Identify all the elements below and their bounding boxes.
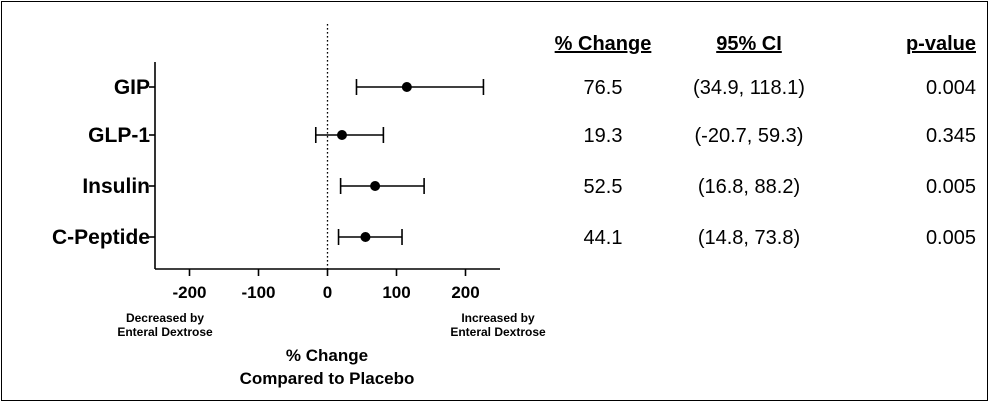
category-label: C-Peptide <box>52 226 150 249</box>
table-header-ci: 95% CI <box>716 33 782 55</box>
table-cell-ci: (14.8, 73.8) <box>698 227 800 249</box>
annotation-increased: Increased by <box>461 311 535 325</box>
table-cell-pct-change: 52.5 <box>584 176 623 198</box>
point-estimate <box>360 232 371 242</box>
annotation-decreased: Enteral Dextrose <box>117 325 213 339</box>
stats-table: % Change 95% CI p-value 76.5 (34.9, 118.1) 0.… <box>555 33 976 249</box>
table-cell-ci: (16.8, 88.2) <box>698 176 800 198</box>
point-estimate <box>370 181 381 191</box>
point-estimate <box>336 130 347 140</box>
annotation-increased: Enteral Dextrose <box>450 325 546 339</box>
table-cell-pct-change: 19.3 <box>584 125 623 147</box>
x-axis-title: Compared to Placebo <box>240 369 415 388</box>
category-labels: GIP GLP-1 Insulin C-Peptide <box>52 76 150 249</box>
x-tick-label: -100 <box>241 283 275 302</box>
x-tick-label: 100 <box>382 283 410 302</box>
x-tick-label: 0 <box>323 283 332 302</box>
category-label: GLP-1 <box>88 124 150 147</box>
table-cell-pct-change: 44.1 <box>584 227 623 249</box>
annotation-decreased: Decreased by <box>126 311 204 325</box>
plot-axes: -200 -100 0 200 100 <box>149 24 500 302</box>
table-cell-ci: (-20.7, 59.3) <box>695 125 804 147</box>
table-cell-p-value: 0.004 <box>926 77 976 99</box>
table-cell-pct-change: 76.5 <box>584 77 623 99</box>
plot-marks <box>314 79 485 245</box>
table-cell-p-value: 0.345 <box>926 125 976 147</box>
table-cell-p-value: 0.005 <box>926 227 976 249</box>
category-label: GIP <box>114 76 150 99</box>
table-cell-p-value: 0.005 <box>926 176 976 198</box>
x-axis-title: % Change <box>286 346 368 365</box>
point-estimate <box>401 82 412 92</box>
category-label: Insulin <box>82 175 150 198</box>
table-cell-ci: (34.9, 118.1) <box>693 77 805 99</box>
table-header-pct-change: % Change <box>555 33 652 55</box>
x-tick-label: -200 <box>172 283 206 302</box>
x-tick-label: 200 <box>451 283 479 302</box>
table-header-p-value: p-value <box>906 33 976 55</box>
